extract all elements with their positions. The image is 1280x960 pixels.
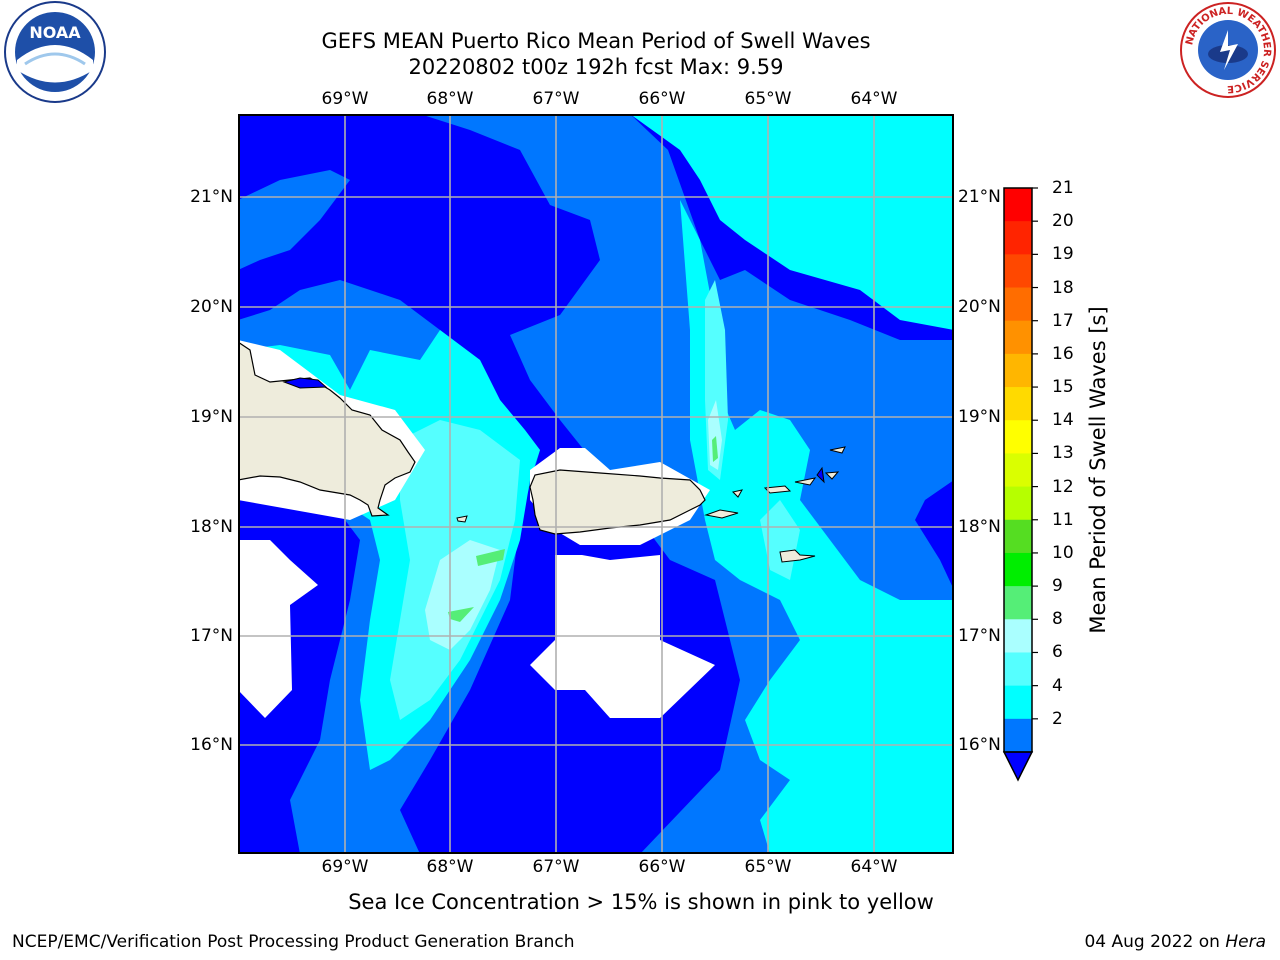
lat-tick-right: 17°N: [958, 626, 1001, 646]
machine-name: Hera: [1225, 932, 1266, 952]
lat-tick-left: 17°N: [190, 626, 233, 646]
lat-tick-right: 20°N: [958, 297, 1001, 317]
map-title: GEFS MEAN Puerto Rico Mean Period of Swe…: [321, 29, 871, 53]
colorbar-tick-label: 14: [1052, 410, 1074, 431]
colorbar-segment: [1004, 188, 1032, 222]
lat-tick-left: 20°N: [190, 297, 233, 317]
date-text: 04 Aug 2022 on: [1084, 932, 1226, 952]
lat-tick-right: 21°N: [958, 187, 1001, 207]
colorbar-segment: [1004, 287, 1032, 322]
land-island: [824, 471, 840, 480]
colorbar-tick-label: 21: [1052, 178, 1074, 198]
lon-tick-top: 67°W: [532, 89, 580, 109]
field-10-11: [476, 549, 505, 566]
colorbar-segment: [1004, 353, 1032, 388]
field-9-10: [425, 540, 500, 650]
lat-tick-left: 19°N: [190, 407, 233, 427]
colorbar-tick-label: 18: [1052, 277, 1074, 298]
colorbar: [1002, 187, 1038, 782]
colorbar-title: Mean Period of Swell Waves [s]: [1086, 306, 1110, 634]
field-6-8: [940, 200, 954, 300]
lon-tick-bottom: 64°W: [850, 857, 898, 877]
colorbar-outline: [1003, 187, 1033, 753]
lat-tick-left: 16°N: [190, 735, 233, 755]
colorbar-segment: [1004, 254, 1032, 289]
colorbar-segment: [1004, 453, 1032, 488]
colorbar-tick-label: 4: [1052, 675, 1063, 696]
field-10-11: [712, 436, 718, 462]
colorbar-segment: [1004, 519, 1032, 554]
map-panel: [238, 114, 954, 854]
colorbar-segment: [1004, 586, 1032, 620]
colorbar-segment: [1004, 486, 1032, 521]
colorbar-tick-label: 11: [1052, 509, 1074, 530]
lon-tick-top: 65°W: [744, 89, 792, 109]
lon-tick-top: 69°W: [321, 89, 369, 109]
lat-tick-left: 18°N: [190, 517, 233, 537]
colorbar-segment: [1004, 420, 1032, 454]
colorbar-segment: [1004, 552, 1032, 587]
colorbar-tick-label: 6: [1052, 642, 1063, 663]
colorbar-tick-label: 9: [1052, 576, 1063, 597]
land-island: [779, 549, 816, 563]
land-island: [732, 489, 743, 498]
noaa-logo: NOAA: [4, 1, 106, 103]
credit-line: NCEP/EMC/Verification Post Processing Pr…: [12, 932, 575, 952]
lat-tick-left: 21°N: [190, 187, 233, 207]
colorbar-tick-label: 10: [1052, 542, 1074, 563]
colorbar-segment: [1004, 320, 1032, 355]
nws-logo: NATIONAL WEATHER SERVICE: [1180, 2, 1276, 98]
lon-tick-top: 66°W: [638, 89, 686, 109]
colorbar-tick-label: 19: [1052, 244, 1074, 265]
colorbar-extend-arrow: [1002, 751, 1034, 782]
colorbar-tick-label: 17: [1052, 310, 1074, 331]
land-island: [816, 466, 825, 484]
noaa-logo-text: NOAA: [29, 23, 81, 42]
colorbar-segment: [1004, 718, 1032, 753]
colorbar-tick-label: 2: [1052, 708, 1063, 729]
lat-tick-right: 18°N: [958, 517, 1001, 537]
colorbar-tick-label: 20: [1052, 211, 1074, 232]
colorbar-segment: [1004, 619, 1032, 653]
land-island: [456, 515, 468, 523]
date-stamp: 04 Aug 2022 on Hera: [1084, 932, 1266, 952]
colorbar-segment: [1004, 652, 1032, 687]
colorbar-tick-label: 16: [1052, 343, 1074, 364]
field-4-6: [238, 170, 350, 270]
land-island: [829, 446, 846, 454]
map-border: [238, 114, 954, 854]
land-island: [794, 477, 817, 486]
map-subtitle: 20220802 t00z 192h fcst Max: 9.59: [408, 55, 784, 79]
land-island: [704, 509, 739, 519]
colorbar-segment: [1004, 387, 1032, 421]
graticule: [238, 114, 954, 854]
lat-tick-right: 16°N: [958, 735, 1001, 755]
lon-tick-bottom: 65°W: [744, 857, 792, 877]
field-10-11: [448, 607, 474, 622]
colorbar-segment: [1004, 685, 1032, 720]
colorbar-segment: [1004, 221, 1032, 255]
sea-ice-note: Sea Ice Concentration > 15% is shown in …: [348, 890, 934, 914]
no-data-region: [238, 540, 318, 718]
lon-tick-top: 68°W: [426, 89, 474, 109]
colorbar-tick-label: 15: [1052, 377, 1074, 398]
lat-tick-right: 19°N: [958, 407, 1001, 427]
lon-tick-bottom: 66°W: [638, 857, 686, 877]
lon-tick-bottom: 67°W: [532, 857, 580, 877]
lon-tick-bottom: 69°W: [321, 857, 369, 877]
lon-tick-bottom: 68°W: [426, 857, 474, 877]
field-6-8: [630, 114, 954, 330]
colorbar-tick-label: 8: [1052, 609, 1063, 630]
land-island: [282, 377, 328, 389]
colorbar-tick-label: 13: [1052, 443, 1074, 464]
colorbar-tick-label: 12: [1052, 476, 1074, 497]
lon-tick-top: 64°W: [850, 89, 898, 109]
